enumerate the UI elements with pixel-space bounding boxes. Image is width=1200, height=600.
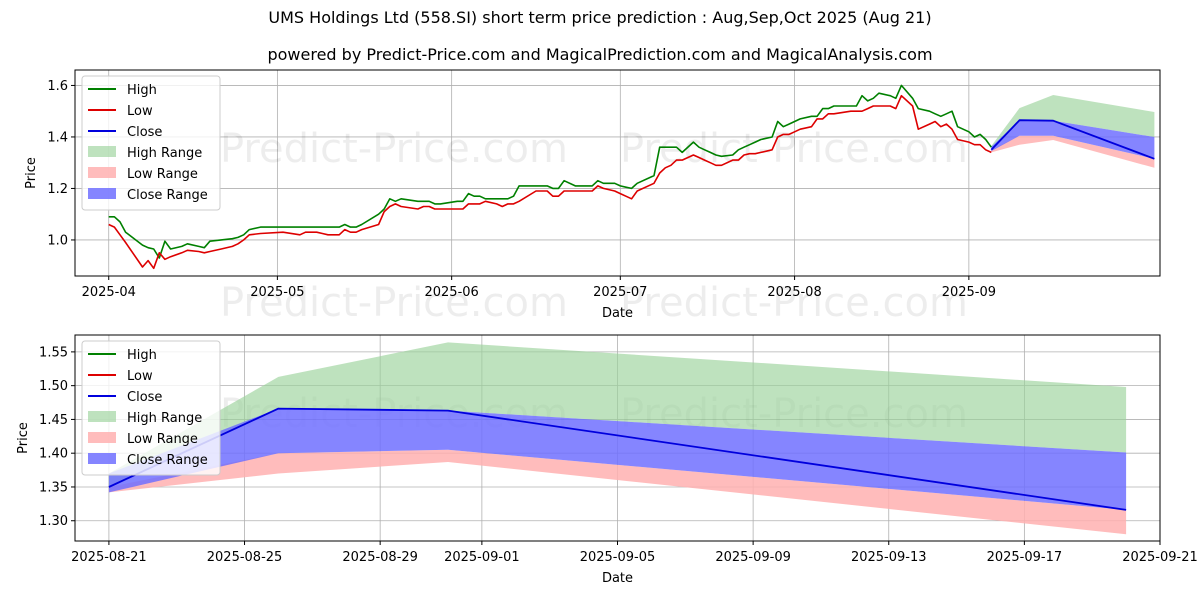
y-tick-label: 1.55 (39, 345, 68, 360)
x-axis-label: Date (602, 306, 633, 321)
x-tick-label: 2025-09-13 (851, 550, 927, 565)
chart-title: UMS Holdings Ltd (558.SI) short term pri… (268, 8, 932, 27)
watermark-text: Predict-Price.com (220, 126, 568, 172)
legend-swatch-patch (88, 167, 116, 178)
legend-box (81, 340, 221, 476)
y-tick-label: 1.45 (39, 413, 68, 428)
low-range-band (108, 449, 1127, 535)
legend-swatch-patch (88, 146, 116, 157)
legend-label: Close (127, 390, 162, 405)
y-axis-label: Price (16, 422, 31, 454)
legend-label: Low Range (127, 167, 198, 182)
legend-label: Low (127, 104, 153, 119)
x-tick-label: 2025-09 (942, 285, 996, 300)
low-series-line (108, 94, 992, 270)
legend-label: Close (127, 125, 162, 140)
x-tick-label: 2025-04 (82, 285, 136, 300)
y-tick-label: 1.30 (39, 514, 68, 529)
x-tick-label: 2025-08-29 (342, 550, 418, 565)
legend-swatch-patch (88, 411, 116, 422)
x-tick-label: 2025-08 (767, 285, 821, 300)
legend-swatch-patch (88, 453, 116, 464)
x-tick-label: 2025-09-01 (444, 550, 520, 565)
low-range-band (991, 135, 1155, 168)
bottom-chart-panel: Predict-Price.comPredict-Price.com2025-0… (16, 334, 1198, 586)
legend-label: High Range (127, 411, 202, 426)
legend-label: Close Range (127, 453, 208, 468)
close-series-line (990, 119, 1155, 160)
legend-label: Close Range (127, 188, 208, 203)
x-tick-label: 2025-05 (250, 285, 304, 300)
legend-label: Low Range (127, 432, 198, 447)
high-range-band (108, 342, 1127, 487)
plot-frame (74, 69, 1161, 277)
watermark-text: Predict-Price.com (220, 280, 568, 326)
y-tick-label: 1.35 (39, 480, 68, 495)
x-tick-label: 2025-09-05 (580, 550, 656, 565)
y-tick-label: 1.2 (47, 182, 68, 197)
close-range-band (991, 120, 1155, 159)
high-series-line (108, 84, 992, 259)
watermark-text: Predict-Price.com (620, 280, 968, 326)
legend-label: High (127, 83, 157, 98)
legend-swatch-patch (88, 432, 116, 443)
legend-box (81, 75, 221, 211)
x-tick-label: 2025-07 (593, 285, 647, 300)
y-tick-label: 1.4 (47, 130, 68, 145)
x-tick-label: 2025-09-21 (1122, 550, 1198, 565)
x-tick-label: 2025-09-17 (987, 550, 1063, 565)
legend-swatch-patch (88, 188, 116, 199)
top-chart-panel: Predict-Price.com Predict-Price.com Predic… (24, 69, 1161, 326)
legend-label: Low (127, 369, 153, 384)
y-tick-label: 1.6 (47, 79, 68, 94)
y-tick-label: 1.40 (39, 447, 68, 462)
chart-subtitle: powered by Predict-Price.com and Magical… (267, 45, 933, 64)
y-axis-label: Price (24, 157, 39, 189)
x-tick-label: 2025-08-21 (71, 550, 147, 565)
x-axis-label: Date (602, 571, 633, 586)
x-tick-label: 2025-09-09 (715, 550, 791, 565)
high-range-band (991, 95, 1155, 150)
legend-label: High (127, 348, 157, 363)
x-tick-label: 2025-08-25 (207, 550, 283, 565)
x-tick-label: 2025-06 (424, 285, 478, 300)
y-tick-label: 1.50 (39, 379, 68, 394)
legend-label: High Range (127, 146, 202, 161)
y-tick-label: 1.0 (47, 233, 68, 248)
close-range-band (108, 408, 1127, 510)
